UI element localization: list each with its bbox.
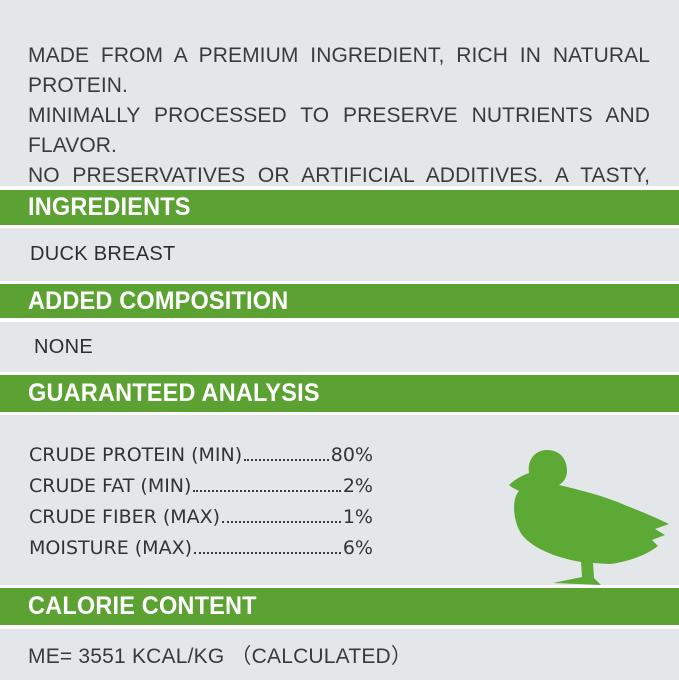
analysis-value: 1% [342, 506, 373, 528]
analysis-label: CRUDE FIBER (MAX) [29, 506, 221, 528]
intro-line: MINIMALLY PROCESSED TO PRESERVE NUTRIENT… [28, 104, 650, 157]
calorie-content-value: ME= 3551 KCAL/KG （CALCULATED） [28, 645, 413, 668]
ingredients-header-bar: INGREDIENTS [0, 190, 679, 225]
separator [0, 281, 679, 284]
analysis-value: 80% [330, 444, 373, 466]
calorie-content-header-bar: CALORIE CONTENT [0, 588, 679, 625]
dotted-leader [244, 459, 329, 461]
intro-line: MADE FROM A PREMIUM INGREDIENT, RICH IN … [28, 44, 650, 97]
analysis-row-crude-protein: CRUDE PROTEIN (MIN) 80% [29, 444, 373, 475]
calorie-content-value-row: ME= 3551 KCAL/KG （CALCULATED） [0, 629, 679, 680]
separator [0, 372, 679, 375]
analysis-row-crude-fat: CRUDE FAT (MIN) 2% [29, 475, 373, 506]
analysis-value: 6% [342, 537, 373, 559]
dotted-leader [193, 490, 341, 492]
calorie-content-title: CALORIE CONTENT [28, 592, 257, 620]
analysis-row-crude-fiber: CRUDE FIBER (MAX) 1% [29, 506, 373, 537]
guaranteed-analysis-header-bar: GUARANTEED ANALYSIS [0, 375, 679, 412]
separator [0, 318, 679, 322]
ingredients-value-row: DUCK BREAST [0, 228, 679, 281]
dotted-leader [222, 521, 341, 523]
separator [0, 186, 679, 190]
intro-paragraph: MADE FROM A PREMIUM INGREDIENT, RICH IN … [0, 0, 679, 247]
guaranteed-analysis-title: GUARANTEED ANALYSIS [28, 379, 320, 407]
guaranteed-analysis-body: CRUDE PROTEIN (MIN) 80% CRUDE FAT (MIN) … [0, 415, 679, 585]
separator [0, 412, 679, 415]
analysis-label: CRUDE PROTEIN (MIN) [29, 444, 243, 466]
added-composition-value-row: NONE [0, 322, 679, 372]
added-composition-title: ADDED COMPOSITION [28, 286, 289, 315]
separator [0, 225, 679, 228]
ingredients-title: INGREDIENTS [28, 193, 191, 221]
duck-silhouette-icon [505, 448, 675, 588]
separator [0, 625, 679, 629]
ingredients-value: DUCK BREAST [30, 243, 176, 265]
dotted-leader [194, 552, 341, 554]
analysis-label: CRUDE FAT (MIN) [29, 475, 192, 497]
analysis-label: MOISTURE (MAX) [29, 537, 193, 559]
added-composition-value: NONE [34, 335, 93, 358]
added-composition-header-bar: ADDED COMPOSITION [0, 284, 679, 318]
separator [0, 585, 679, 588]
analysis-row-moisture: MOISTURE (MAX) 6% [29, 537, 373, 568]
analysis-value: 2% [342, 475, 373, 497]
